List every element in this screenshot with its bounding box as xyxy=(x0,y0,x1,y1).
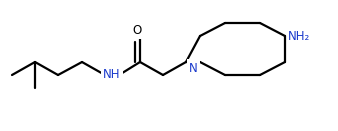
Text: NH₂: NH₂ xyxy=(288,29,310,42)
Text: N: N xyxy=(189,61,197,75)
Text: O: O xyxy=(132,23,142,37)
Text: NH: NH xyxy=(103,69,121,81)
